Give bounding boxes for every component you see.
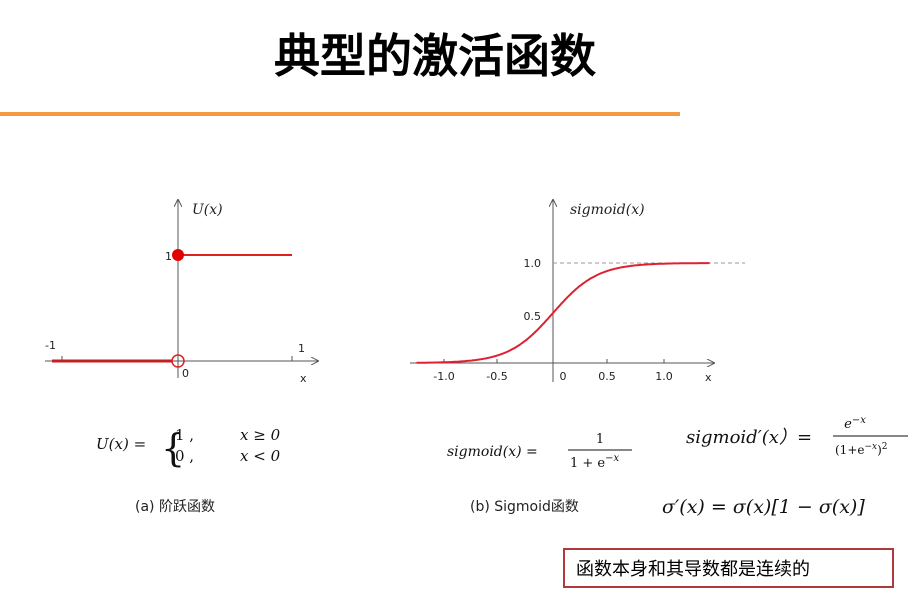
tick-label: -0.5 bbox=[486, 370, 507, 383]
exponent: −x bbox=[605, 453, 619, 464]
caption: (b) Sigmoid函数 bbox=[470, 499, 579, 515]
formula-part: x ≥ 0 bbox=[240, 426, 281, 444]
formula-part: 0 , bbox=[175, 447, 194, 465]
step-plot: U(x) 1 -1 1 0 x bbox=[45, 200, 318, 385]
tick-label: 0.5 bbox=[598, 370, 616, 383]
brace: { bbox=[161, 426, 185, 470]
tick-label: -1.0 bbox=[433, 370, 454, 383]
sigmoid-plot: sigmoid(x) x -1.0 -0.5 0 0.5 1.0 1.0 0.5 bbox=[410, 200, 745, 384]
y-label: sigmoid(x) bbox=[570, 202, 645, 218]
note-box bbox=[563, 548, 894, 588]
tick-label: 0.5 bbox=[524, 310, 542, 323]
tick-label: 1.0 bbox=[655, 370, 673, 383]
denominator: 1 + e−x bbox=[570, 453, 620, 471]
tick-label: 1.0 bbox=[524, 257, 542, 270]
numerator-base: e bbox=[844, 417, 852, 432]
tick-label: 0 bbox=[182, 367, 189, 380]
tick-label: 0 bbox=[560, 370, 567, 383]
sigma-identity: σ′(x) = σ(x)[1 − σ(x)] bbox=[662, 496, 865, 518]
formula-lhs: sigmoid(x) = bbox=[447, 444, 538, 460]
open-point bbox=[171, 354, 185, 368]
derivative-formula: sigmoid′(x）= e−x (1+e−x)2 bbox=[686, 415, 908, 457]
tick-label: 1 bbox=[165, 250, 172, 263]
caption: (a) 阶跃函数 bbox=[135, 499, 215, 515]
tick-label: -1 bbox=[45, 339, 56, 352]
x-label: x bbox=[300, 372, 307, 385]
y-label: U(x) bbox=[192, 202, 223, 218]
formula-part: 1 , bbox=[175, 426, 194, 444]
denominator-base: 1 + e bbox=[570, 456, 605, 471]
denominator-base: (1+e bbox=[835, 443, 864, 457]
numerator: 1 bbox=[596, 432, 604, 447]
denominator: (1+e−x)2 bbox=[835, 442, 888, 457]
denominator-close: ) bbox=[877, 443, 882, 457]
step-formula: U(x) = { 1 , x ≥ 0 0 , x < 0 bbox=[96, 426, 281, 470]
exponent: −x bbox=[852, 415, 866, 426]
x-label: x bbox=[705, 371, 712, 384]
power: 2 bbox=[882, 442, 888, 452]
tick-label: 1 bbox=[298, 342, 305, 355]
exponent: −x bbox=[864, 442, 877, 452]
sigmoid-curve bbox=[416, 262, 710, 364]
closed-point bbox=[172, 249, 184, 261]
sigmoid-formula: sigmoid(x) = 1 1 + e−x bbox=[447, 432, 632, 471]
slide-title: 典型的激活函数 bbox=[274, 29, 596, 83]
note: 函数本身和其导数都是连续的 bbox=[576, 559, 810, 580]
formula-lhs: U(x) = bbox=[96, 435, 146, 453]
formula-lhs: sigmoid′(x）= bbox=[686, 427, 812, 448]
numerator: e−x bbox=[844, 415, 866, 432]
formula-part: x < 0 bbox=[240, 447, 281, 465]
